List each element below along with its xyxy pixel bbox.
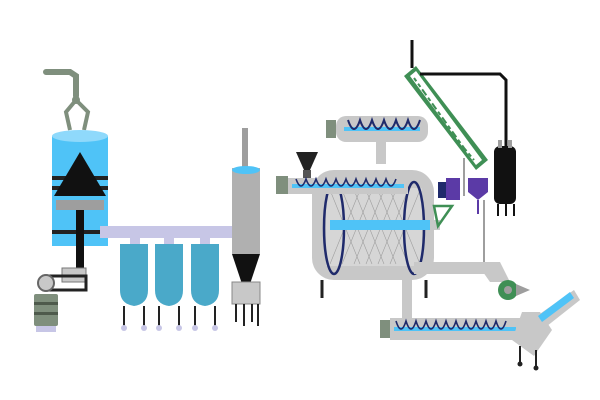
discharge-screw-conveyor <box>380 318 522 340</box>
return-line <box>420 72 508 150</box>
feed-funnel <box>296 152 318 180</box>
storage-silo <box>155 244 183 331</box>
cyclone-separator <box>231 128 261 326</box>
screw-feeder <box>326 116 428 164</box>
rotary-drum <box>312 170 440 298</box>
crane-grab <box>43 69 91 131</box>
belt-drive-motor <box>34 267 88 332</box>
storage-silo <box>191 244 219 331</box>
distribution-pipe <box>100 226 236 244</box>
exhaust-fan <box>402 262 530 320</box>
filter-unit <box>432 178 488 270</box>
feed-hopper <box>52 130 108 282</box>
chute <box>512 290 580 371</box>
screw-feeder <box>276 176 408 194</box>
inclined-conveyor <box>404 40 488 196</box>
condenser-column <box>494 140 516 216</box>
storage-silo <box>120 244 148 331</box>
